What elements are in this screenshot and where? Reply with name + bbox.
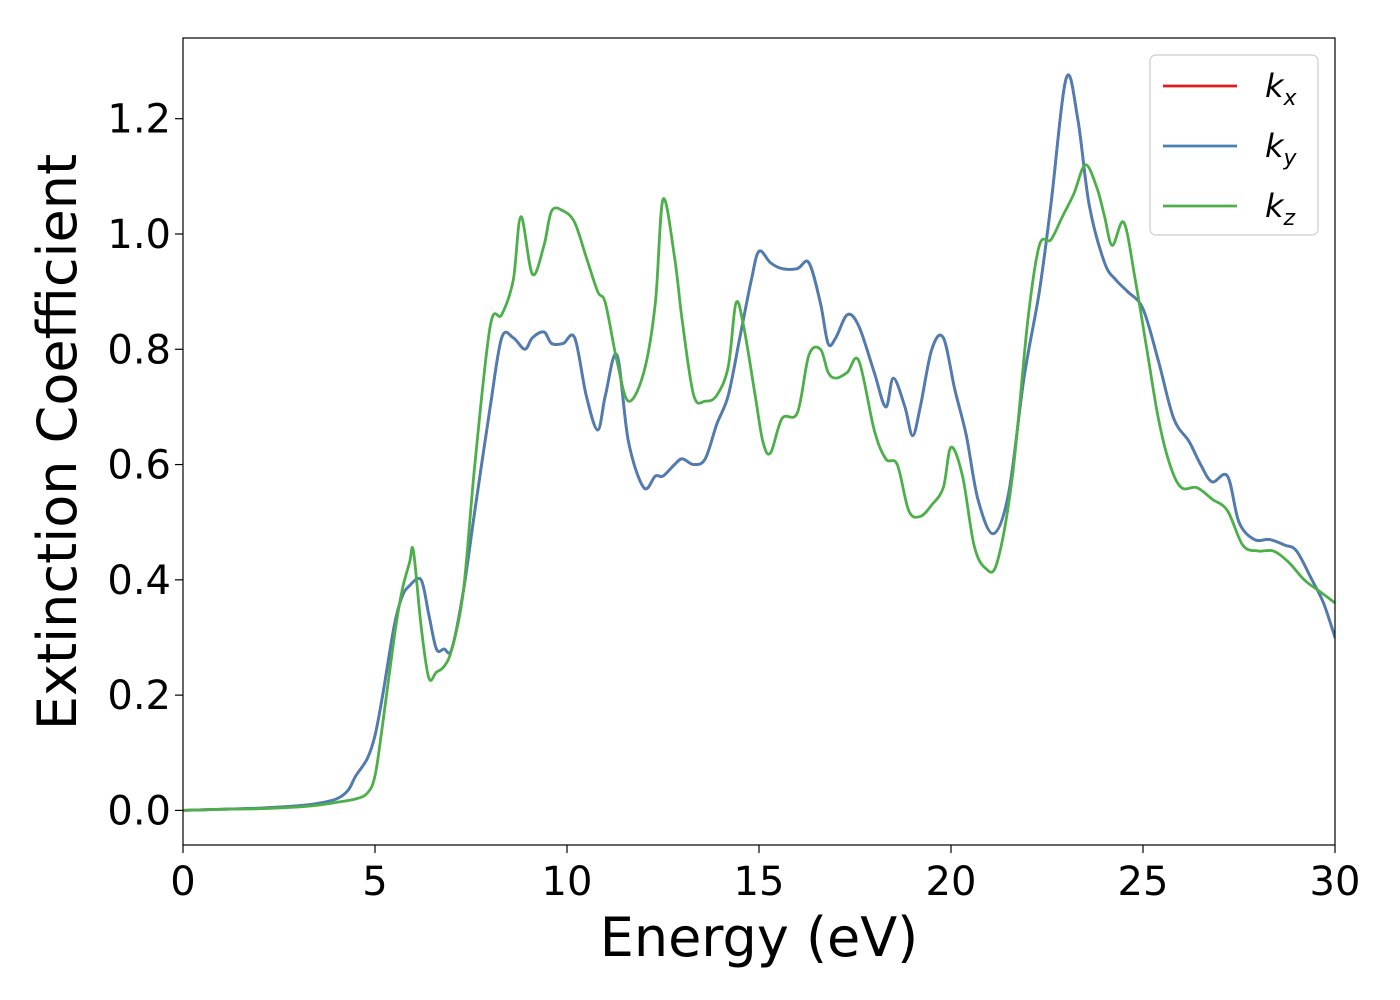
y-tick-label: 1.0 bbox=[107, 212, 171, 258]
y-tick-label: 0.4 bbox=[107, 558, 171, 604]
x-tick-label: 30 bbox=[1310, 859, 1361, 905]
series-line-ky bbox=[183, 73, 1335, 812]
x-tick-label: 20 bbox=[926, 859, 977, 905]
x-axis-label: Energy (eV) bbox=[600, 906, 919, 969]
y-tick-label: 0.0 bbox=[107, 788, 171, 834]
x-tick-label: 5 bbox=[362, 859, 387, 905]
plot-area bbox=[183, 73, 1335, 812]
y-tick-label: 0.8 bbox=[107, 327, 171, 373]
series-line-kz bbox=[183, 163, 1335, 812]
y-axis: 0.0 0.2 0.4 0.6 0.8 1.0 1.2 bbox=[107, 97, 183, 834]
x-tick-label: 15 bbox=[734, 859, 785, 905]
y-tick-label: 0.6 bbox=[107, 443, 171, 489]
y-tick-label: 1.2 bbox=[107, 97, 171, 143]
x-axis: 0 5 10 15 20 25 30 bbox=[170, 845, 1360, 905]
y-tick-label: 0.2 bbox=[107, 673, 171, 719]
y-axis-label: Extinction Coefficient bbox=[26, 154, 89, 730]
x-tick-label: 0 bbox=[170, 859, 195, 905]
x-tick-label: 25 bbox=[1118, 859, 1169, 905]
x-tick-label: 10 bbox=[542, 859, 593, 905]
